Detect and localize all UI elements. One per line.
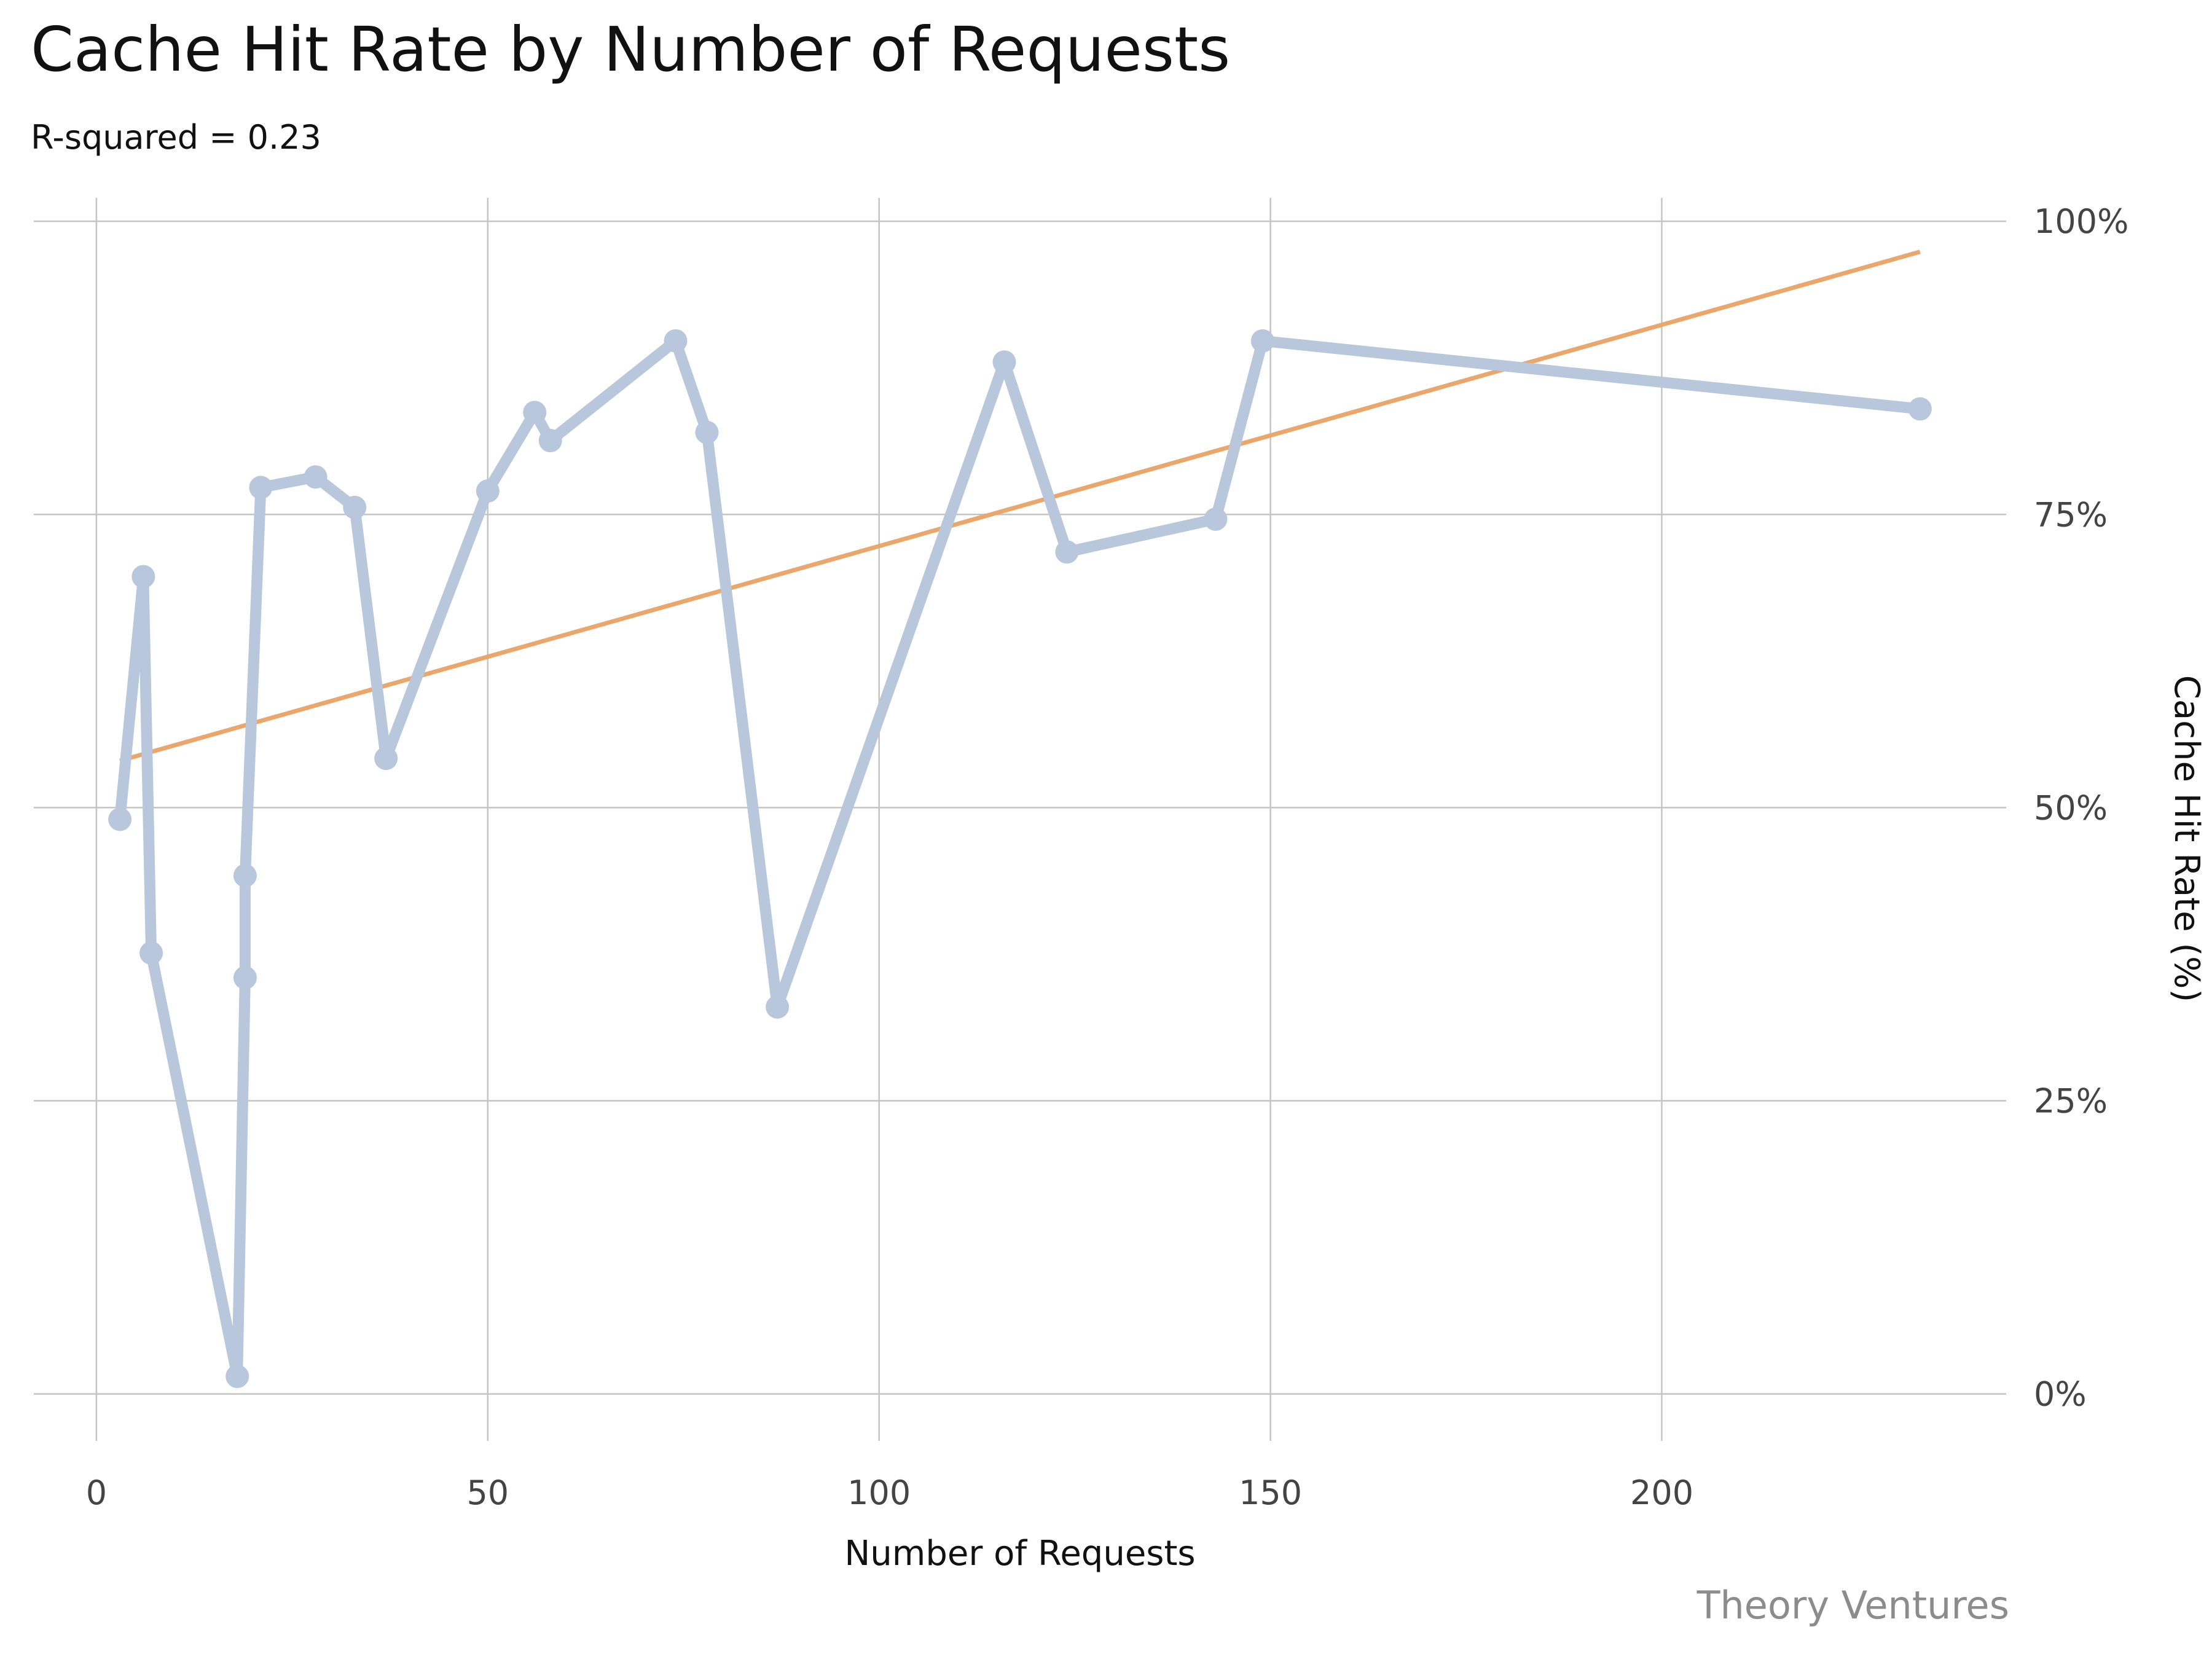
x-tick-label: 0 xyxy=(86,1473,107,1512)
series-group xyxy=(108,329,1932,1389)
data-point xyxy=(108,807,132,831)
data-point xyxy=(523,401,547,425)
data-point xyxy=(343,495,367,519)
data-point xyxy=(664,329,688,353)
data-point xyxy=(476,479,500,503)
data-point xyxy=(1250,329,1274,353)
data-point xyxy=(226,1365,249,1389)
chart-title: Cache Hit Rate by Number of Requests xyxy=(31,14,1231,85)
data-point xyxy=(131,565,155,589)
x-tick-label: 150 xyxy=(1239,1473,1302,1512)
y-tick-label: 75% xyxy=(2034,495,2108,534)
y-tick-label: 50% xyxy=(2034,788,2108,827)
x-tick-label: 200 xyxy=(1630,1473,1693,1512)
trendline xyxy=(119,249,1921,763)
x-axis-ticks: 0 50 100 150 200 xyxy=(86,1473,1693,1512)
trendline-group xyxy=(119,249,1921,763)
y-tick-label: 25% xyxy=(2034,1082,2108,1121)
x-axis-label: Number of Requests xyxy=(844,1534,1195,1574)
chart-subtitle: R-squared = 0.23 xyxy=(31,118,321,157)
series-line xyxy=(114,335,1926,1382)
data-point xyxy=(992,350,1016,374)
grid-lines xyxy=(34,198,2006,1441)
y-tick-label: 100% xyxy=(2034,202,2128,241)
data-point xyxy=(374,747,398,771)
y-axis-label: Cache Hit Rate (%) xyxy=(2167,675,2206,1003)
data-point xyxy=(233,864,257,888)
data-point xyxy=(538,429,562,453)
data-point xyxy=(1908,397,1932,421)
data-point xyxy=(233,966,257,990)
data-point xyxy=(1055,540,1079,564)
data-point xyxy=(249,476,273,500)
data-point xyxy=(766,995,790,1019)
data-point xyxy=(695,420,719,444)
data-point xyxy=(1204,507,1228,531)
data-point xyxy=(139,941,163,965)
y-axis-ticks: 0% 25% 50% 75% 100% xyxy=(2034,202,2128,1413)
source-credit: Theory Ventures xyxy=(1696,1583,2009,1628)
x-tick-label: 100 xyxy=(847,1473,911,1512)
data-point xyxy=(304,465,327,489)
y-tick-label: 0% xyxy=(2034,1375,2087,1414)
x-tick-label: 50 xyxy=(466,1473,509,1512)
